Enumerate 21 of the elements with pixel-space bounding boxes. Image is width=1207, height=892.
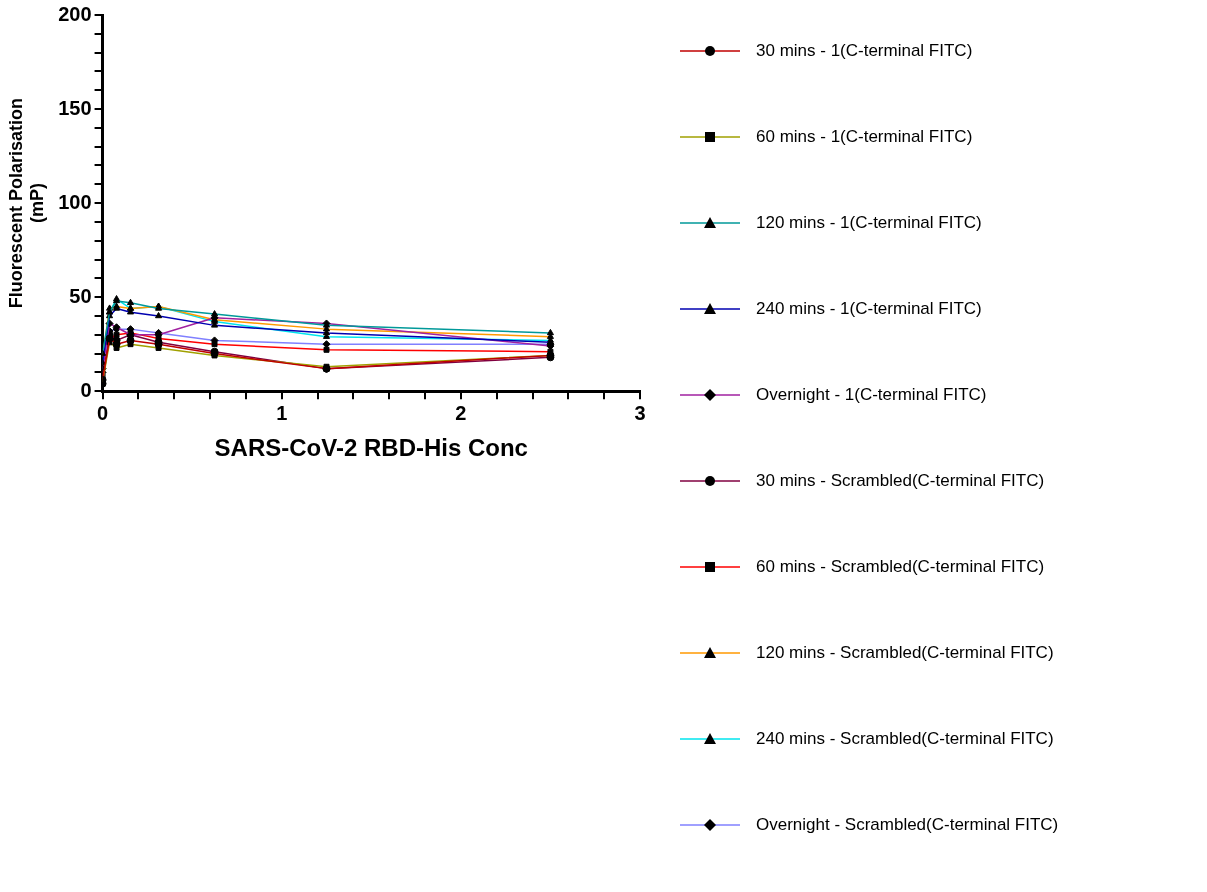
y-tick-label: 150 — [58, 96, 92, 119]
y-tick-label: 0 — [80, 378, 92, 401]
legend-label: 240 mins - 1(C-terminal FITC) — [756, 299, 982, 319]
legend-label: 60 mins - 1(C-terminal FITC) — [756, 127, 973, 147]
x-tick-label: 0 — [97, 401, 109, 424]
y-tick-label: 100 — [58, 190, 92, 213]
legend-label: 120 mins - Scrambled(C-terminal FITC) — [756, 643, 1054, 663]
legend-label: Overnight - Scrambled(C-terminal FITC) — [756, 815, 1059, 835]
legend-label: 30 mins - 1(C-terminal FITC) — [756, 41, 973, 61]
legend-label: 240 mins - Scrambled(C-terminal FITC) — [756, 729, 1054, 749]
legend-label: 60 mins - Scrambled(C-terminal FITC) — [756, 557, 1045, 577]
y-tick-label: 200 — [58, 2, 92, 25]
x-tick-label: 2 — [455, 401, 467, 424]
y-tick-label: 50 — [69, 284, 92, 307]
legend-label: 120 mins - 1(C-terminal FITC) — [756, 213, 982, 233]
legend-label: 30 mins - Scrambled(C-terminal FITC) — [756, 471, 1045, 491]
y-axis-title: Fluorescent Polarisation (mP) — [5, 98, 48, 309]
x-tick-label: 3 — [634, 401, 646, 424]
x-tick-label: 1 — [276, 401, 288, 424]
legend-label: Overnight - 1(C-terminal FITC) — [756, 385, 987, 405]
x-axis-title: SARS-CoV-2 RBD-His Conc — [214, 434, 528, 462]
